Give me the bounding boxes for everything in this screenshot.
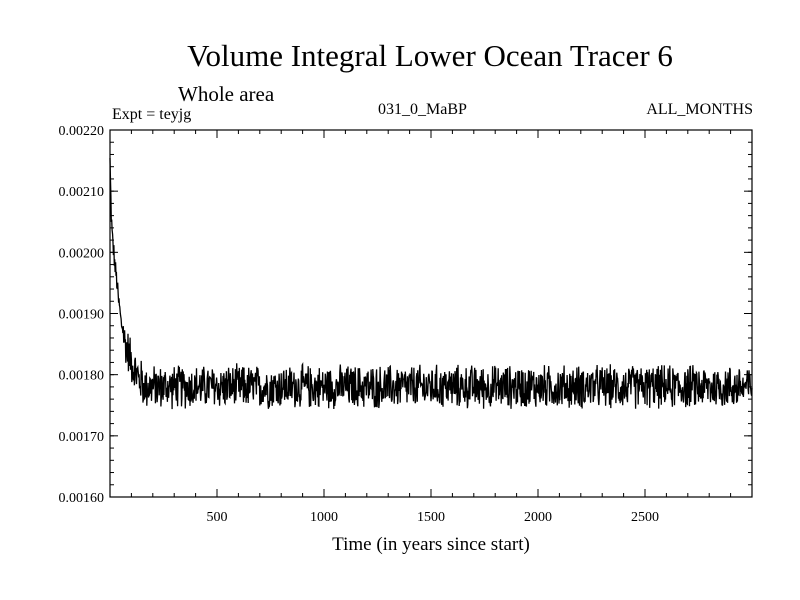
x-tick-label: 2500 (631, 510, 659, 525)
y-tick-label: 0.00210 (59, 185, 105, 200)
x-axis-label: Time (in years since start) (332, 534, 530, 555)
y-tick-label: 0.00160 (59, 491, 105, 506)
y-tick-label: 0.00180 (59, 369, 105, 384)
y-axis: 0.00160 0.00170 0.00180 0.00190 0.00200 0.002… (59, 124, 752, 506)
x-axis: 500 1000 1500 2000 2500 (130, 130, 732, 525)
run-label: 031_0_MaBP (378, 101, 467, 118)
series-line (109, 157, 753, 410)
plot-area-frame (109, 129, 753, 498)
months-label: ALL_MONTHS (646, 101, 753, 118)
y-tick-label: 0.00170 (59, 430, 105, 445)
x-tick-label: 2000 (524, 510, 552, 525)
chart-subtitle: Whole area (178, 82, 275, 106)
x-tick-label: 500 (207, 510, 228, 525)
experiment-label: Expt = teyjg (112, 106, 192, 123)
chart-title: Volume Integral Lower Ocean Tracer 6 (187, 38, 673, 73)
x-tick-label: 1000 (310, 510, 338, 525)
y-tick-label: 0.00200 (59, 246, 105, 261)
x-tick-label: 1500 (417, 510, 445, 525)
y-tick-label: 0.00220 (59, 124, 105, 139)
y-tick-label: 0.00190 (59, 308, 105, 323)
